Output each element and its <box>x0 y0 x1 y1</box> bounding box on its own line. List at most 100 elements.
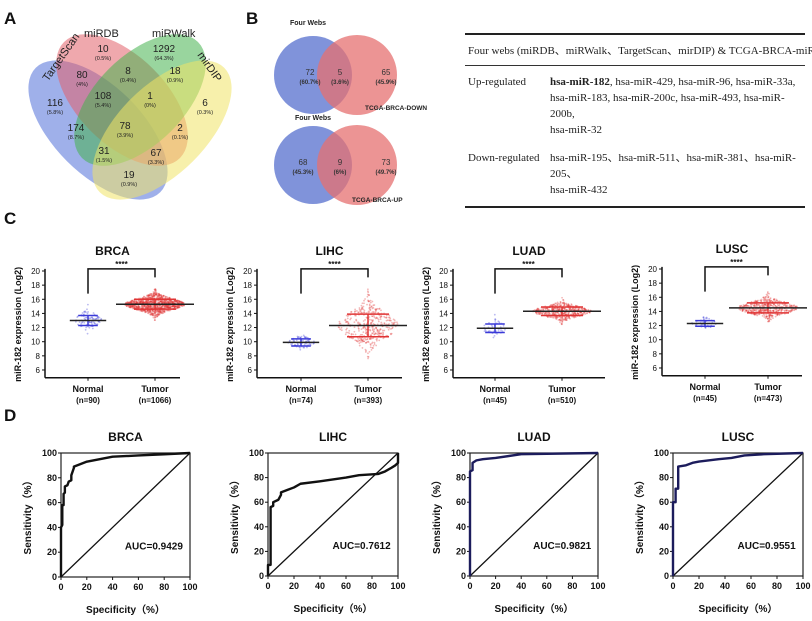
data-point <box>295 339 298 342</box>
data-point <box>356 340 359 343</box>
data-point <box>153 313 156 316</box>
data-point <box>163 300 166 303</box>
data-point <box>173 305 175 308</box>
data-point <box>145 300 148 303</box>
data-point <box>158 293 161 296</box>
data-point <box>146 301 149 304</box>
data-point <box>161 305 164 308</box>
data-point <box>89 321 91 324</box>
data-point <box>158 292 160 295</box>
data-point <box>563 312 566 315</box>
data-point <box>139 302 142 304</box>
data-point <box>376 317 379 320</box>
group-label: Normal <box>72 384 103 394</box>
data-point <box>368 303 371 306</box>
y-tick-label: 40 <box>659 522 669 532</box>
group-label: Tumor <box>354 384 382 394</box>
data-point <box>172 301 174 303</box>
data-point <box>340 326 343 329</box>
data-point <box>83 313 85 316</box>
data-point <box>382 337 385 340</box>
data-point <box>149 304 152 307</box>
data-point <box>148 306 151 308</box>
y-tick-label: 60 <box>659 497 669 507</box>
y-tick-label: 60 <box>254 497 264 507</box>
data-point <box>140 301 142 303</box>
data-point <box>387 316 390 319</box>
group-n-label: (n=90) <box>76 396 100 405</box>
reference-diagonal <box>469 452 599 577</box>
data-point <box>764 299 767 301</box>
data-point <box>372 344 375 347</box>
data-point <box>131 299 134 302</box>
data-point <box>394 321 396 324</box>
data-point <box>178 302 180 304</box>
data-point <box>702 316 705 318</box>
data-point <box>562 298 564 301</box>
data-point <box>159 309 162 312</box>
data-point <box>780 310 783 313</box>
data-point <box>571 308 574 311</box>
data-point <box>91 316 94 319</box>
data-point <box>168 301 171 304</box>
data-point <box>338 322 341 325</box>
data-point <box>157 301 159 304</box>
x-tick-label: 80 <box>367 581 377 591</box>
venn-right-label: TCGA-BRCA-UP <box>352 197 403 204</box>
data-point <box>358 342 361 345</box>
data-point <box>391 327 394 330</box>
venn-region-pct: (8.7%) <box>68 135 84 141</box>
data-point <box>559 319 562 322</box>
y-tick-label: 0 <box>461 571 466 581</box>
data-point <box>163 310 166 313</box>
venn-region-pct: (0.1%) <box>172 135 188 141</box>
data-point <box>155 313 158 316</box>
data-point <box>178 306 181 309</box>
data-point <box>128 305 130 307</box>
data-point <box>573 309 576 311</box>
data-point <box>362 326 365 329</box>
data-point <box>180 304 183 307</box>
data-point <box>175 300 178 302</box>
data-point <box>163 305 166 308</box>
data-point <box>158 304 161 307</box>
data-point <box>84 316 87 319</box>
x-tick-label: 40 <box>108 582 118 592</box>
data-point <box>129 301 132 304</box>
data-point <box>345 328 348 331</box>
data-point <box>149 305 151 308</box>
data-point <box>339 328 342 331</box>
data-point <box>149 294 152 297</box>
data-point <box>372 304 375 307</box>
data-point <box>369 337 371 340</box>
x-tick-label: 100 <box>390 581 405 591</box>
data-point <box>304 336 307 339</box>
data-point <box>378 329 381 332</box>
data-point <box>377 318 380 321</box>
data-point <box>346 321 348 323</box>
data-point <box>149 313 152 316</box>
data-point <box>149 305 152 308</box>
data-point <box>372 325 375 328</box>
data-point <box>306 346 308 349</box>
data-point <box>167 306 170 309</box>
data-point <box>160 311 163 314</box>
data-point <box>158 294 161 297</box>
y-tick-label: 10 <box>439 338 448 347</box>
data-point <box>346 317 349 320</box>
data-point <box>375 327 378 329</box>
data-point <box>541 312 544 315</box>
data-point <box>763 316 766 318</box>
data-point <box>778 303 781 306</box>
data-point <box>500 329 502 332</box>
venn-region-pct: (0.9%) <box>167 78 183 84</box>
data-point <box>130 304 133 307</box>
data-point <box>379 328 382 331</box>
venn-region-pct: (5.4%) <box>95 103 111 109</box>
data-point <box>92 312 95 314</box>
data-point <box>131 305 134 308</box>
data-point <box>165 306 168 309</box>
data-point <box>377 334 380 337</box>
data-point <box>158 293 160 296</box>
